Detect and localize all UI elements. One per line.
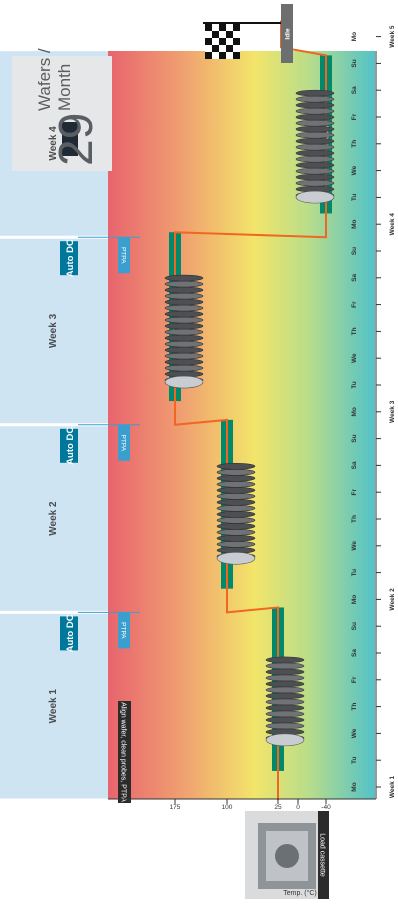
ptpa-label: PTPA: [120, 247, 127, 264]
day-label: Mo: [351, 407, 358, 416]
idle-label: Idle: [285, 28, 292, 40]
auto-dc-label: Auto DC: [65, 614, 76, 652]
day-label: Mo: [351, 782, 358, 791]
week-axis-label: Week 4: [389, 213, 396, 236]
ptpa-label: PTPA: [120, 435, 127, 452]
day-label: Su: [351, 247, 358, 255]
load-cassette-photo: [245, 811, 329, 899]
day-label: Mo: [351, 219, 358, 228]
day-label: Su: [351, 59, 358, 67]
wafer-stack-icon: [265, 656, 305, 747]
week-label: Week 3: [48, 313, 59, 348]
throughput-value: 29: [50, 113, 103, 166]
day-label: Tu: [351, 194, 358, 201]
day-label: Tu: [351, 381, 358, 388]
day-label: Su: [351, 622, 358, 630]
auto-dc-box: [60, 241, 78, 276]
day-label: Sa: [351, 273, 358, 281]
week-axis-label: Week 1: [389, 775, 396, 798]
week-axis-label: Week 3: [389, 400, 396, 423]
y-tick-label: 100: [222, 804, 233, 811]
y-tick-label: 175: [170, 804, 181, 811]
y-tick-label: 0: [296, 804, 300, 811]
temperature-gradient-band: [108, 51, 375, 799]
y-tick-label: -40: [321, 804, 331, 811]
day-label: Fr: [351, 676, 358, 683]
week-label: Week 4: [48, 126, 59, 161]
week-axis-label: Week 2: [389, 588, 396, 611]
day-label: Th: [351, 703, 358, 711]
day-label: We: [351, 541, 358, 551]
day-label: Th: [351, 327, 358, 335]
throughput-unit: Wafers / Month: [35, 44, 74, 111]
day-label: We: [351, 728, 358, 738]
day-label: Su: [351, 434, 358, 442]
day-label: Sa: [351, 86, 358, 94]
auto-dc-box: [60, 616, 78, 651]
load-cassette-label: Load cassette: [319, 833, 326, 877]
wafer-stack-icon: [216, 462, 256, 565]
day-label: Mo: [351, 32, 358, 41]
day-label: Fr: [351, 113, 358, 120]
wafer-stack-icon: [295, 89, 335, 204]
day-label: Tu: [351, 569, 358, 576]
ptpa-box: [118, 424, 130, 461]
ptpa-box: [118, 612, 130, 649]
y-tick-label: 25: [274, 804, 282, 811]
day-label: Fr: [351, 488, 358, 495]
day-label: Mo: [351, 595, 358, 604]
auto-dc-box: [60, 428, 78, 463]
idle-bar: [281, 4, 293, 63]
day-label: We: [351, 353, 358, 363]
week-label: Week 1: [48, 689, 59, 724]
day-label: Fr: [351, 301, 358, 308]
wafer-stack-icon: [164, 274, 204, 389]
checkered-flag-icon: [203, 22, 283, 59]
day-label: Th: [351, 140, 358, 148]
week-axis-label: Week 5: [389, 25, 396, 48]
auto-dc-label: Auto DC: [65, 239, 76, 277]
throughput-box: [12, 56, 112, 171]
ptpa-label: PTPA: [120, 622, 127, 639]
day-label: Tu: [351, 756, 358, 763]
day-label: Sa: [351, 649, 358, 657]
day-label: We: [351, 165, 358, 175]
week-label: Week 2: [48, 501, 59, 536]
y-axis-title: Temp. (°C): [283, 889, 317, 897]
ptpa-box: [118, 237, 130, 274]
day-label: Sa: [351, 461, 358, 469]
align-note-text: Align wafer, clean probes, PTPA: [120, 702, 127, 802]
probe-station-icon: [62, 122, 78, 156]
day-label: Th: [351, 515, 358, 523]
align-note-box: [118, 701, 131, 803]
auto-dc-label: Auto DC: [65, 427, 76, 465]
